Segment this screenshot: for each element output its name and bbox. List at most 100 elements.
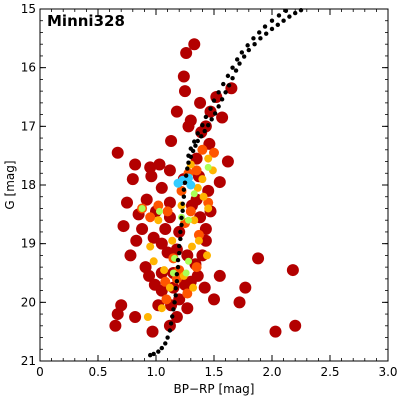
isochrone-point (185, 166, 190, 171)
data-point (170, 311, 183, 323)
x-tick-label: 3.0 (378, 365, 397, 379)
data-point (163, 196, 176, 209)
isochrone-point (163, 341, 168, 346)
isochrone-point (195, 138, 200, 144)
data-point (197, 144, 208, 155)
isochrone-point (252, 42, 257, 47)
data-point (155, 207, 163, 215)
data-point (179, 278, 191, 291)
isochrone-point (264, 31, 269, 36)
isochrone-point (245, 43, 250, 48)
isochrone-point (179, 222, 184, 228)
data-point (190, 152, 203, 165)
data-point (143, 269, 156, 282)
data-point (221, 155, 234, 168)
data-point (145, 212, 156, 223)
data-point (140, 193, 153, 206)
data-point (182, 288, 193, 299)
isochrone-point (171, 307, 176, 312)
y-tick-label: 15 (21, 2, 36, 16)
data-point (138, 204, 146, 212)
data-point (124, 249, 137, 262)
isochrone-point (199, 134, 204, 139)
data-point (129, 158, 142, 171)
isochrone-point (233, 68, 239, 73)
isochrone-point (230, 76, 235, 81)
isochrone-point (188, 146, 193, 151)
data-point (203, 251, 212, 260)
data-point (165, 283, 174, 292)
isochrone-point (221, 81, 226, 87)
data-point (190, 190, 198, 198)
data-point (180, 47, 193, 59)
data-point (269, 325, 282, 338)
isochrone-point (281, 18, 286, 23)
isochrone-layer (148, 7, 304, 358)
x-tick-label: 0 (36, 365, 44, 379)
data-point (145, 170, 158, 183)
isochrone-point (239, 50, 245, 55)
data-point (204, 163, 212, 171)
x-tick-label: 2.5 (320, 365, 339, 379)
data-point (154, 216, 163, 225)
data-point (165, 135, 178, 147)
isochrone-point (167, 328, 173, 333)
data-point (193, 183, 202, 192)
data-point (198, 175, 207, 184)
isochrone-point (219, 97, 225, 102)
data-point (188, 38, 201, 51)
data-point (153, 158, 166, 171)
data-point (289, 319, 302, 332)
isochrone-point (179, 215, 184, 221)
isochrone-point (177, 250, 182, 256)
data-point (194, 236, 203, 245)
data-point (146, 242, 155, 251)
isochrone-point (216, 90, 221, 95)
data-point (191, 165, 202, 176)
data-point (239, 281, 252, 294)
data-point (181, 302, 194, 315)
isochrone-point (237, 61, 242, 66)
data-point (126, 173, 139, 186)
data-point (163, 164, 176, 177)
data-point (159, 223, 172, 235)
isochrone-point (225, 73, 231, 79)
isochrone-point (246, 47, 251, 53)
data-points-layer (109, 38, 302, 338)
data-point (216, 111, 229, 124)
data-point (190, 216, 199, 225)
data-point (191, 262, 202, 273)
isochrone-point (208, 106, 213, 111)
isochrone-point (183, 173, 189, 178)
data-point (155, 237, 168, 250)
isochrone-point (206, 122, 211, 128)
isochrone-point (258, 36, 263, 41)
isochrone-point (262, 24, 268, 29)
data-point (189, 283, 198, 292)
isochrone-point (180, 208, 185, 214)
isochrone-point (177, 243, 182, 249)
isochrone-point (151, 351, 156, 357)
data-point (155, 181, 168, 194)
data-point (143, 313, 152, 321)
data-point (198, 281, 211, 294)
isochrone-point (192, 139, 197, 144)
data-point (182, 269, 190, 277)
chart-title: Minni328 (47, 12, 125, 30)
data-point (117, 220, 130, 233)
data-point (121, 196, 133, 209)
isochrone-point (181, 187, 187, 192)
data-point (194, 96, 207, 109)
isochrone-point (212, 111, 218, 116)
data-point (168, 236, 177, 245)
data-point (144, 161, 157, 174)
data-point (199, 192, 208, 201)
isochrone-point (241, 54, 247, 59)
data-point (160, 266, 169, 275)
isochrone-point (174, 279, 180, 284)
data-point (184, 257, 192, 265)
isochrone-point (173, 293, 178, 298)
data-point (193, 229, 204, 240)
data-point (185, 206, 196, 217)
isochrone-point (203, 114, 209, 120)
